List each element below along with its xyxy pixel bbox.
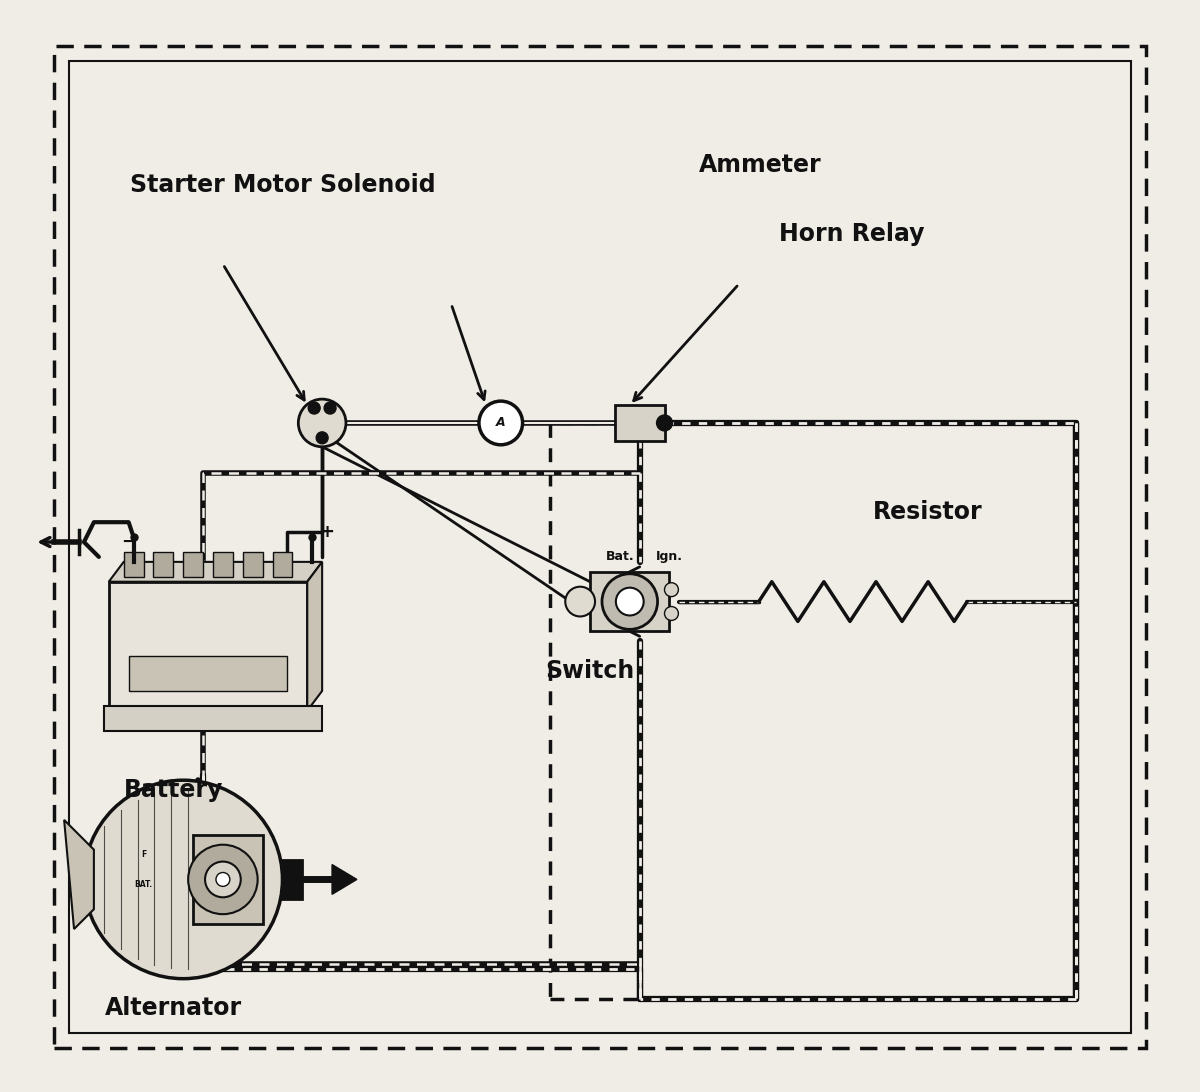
Bar [124,551,144,577]
Polygon shape [64,820,94,929]
Bar [154,551,173,577]
Circle shape [616,587,643,616]
Bar [551,423,1076,998]
Circle shape [308,402,320,414]
Bar [128,656,288,691]
Circle shape [324,402,336,414]
Polygon shape [332,865,356,894]
Text: Horn Relay: Horn Relay [779,223,924,247]
Text: Bat.: Bat. [606,550,634,563]
Polygon shape [307,562,322,711]
Polygon shape [109,562,322,582]
Bar [590,572,670,631]
Text: A: A [496,416,505,429]
Text: Ign.: Ign. [656,550,683,563]
Bar [272,551,293,577]
Circle shape [316,431,328,443]
Text: Starter Motor Solenoid: Starter Motor Solenoid [130,173,436,197]
Bar [193,834,263,924]
Bar [614,405,665,441]
Bar [109,582,307,711]
Text: −: − [121,533,136,551]
Circle shape [188,845,258,914]
Text: BAT.: BAT. [134,880,152,889]
Circle shape [656,415,672,431]
Text: +: + [319,523,335,542]
Circle shape [565,586,595,617]
Bar [242,551,263,577]
Text: Battery: Battery [124,779,223,803]
Circle shape [665,583,678,596]
Bar [212,551,233,577]
Text: Alternator: Alternator [104,996,242,1020]
Circle shape [602,573,658,629]
Circle shape [84,780,282,978]
Circle shape [299,400,346,447]
Circle shape [479,401,522,444]
Circle shape [205,862,241,898]
Text: Resistor: Resistor [872,500,983,524]
Text: F: F [140,851,146,859]
Bar [184,551,203,577]
Bar [104,705,322,731]
Circle shape [216,873,230,887]
Bar [70,61,1130,1033]
Bar [282,859,302,900]
Text: Ammeter: Ammeter [700,153,822,177]
Circle shape [665,606,678,620]
Text: Switch: Switch [546,660,635,682]
